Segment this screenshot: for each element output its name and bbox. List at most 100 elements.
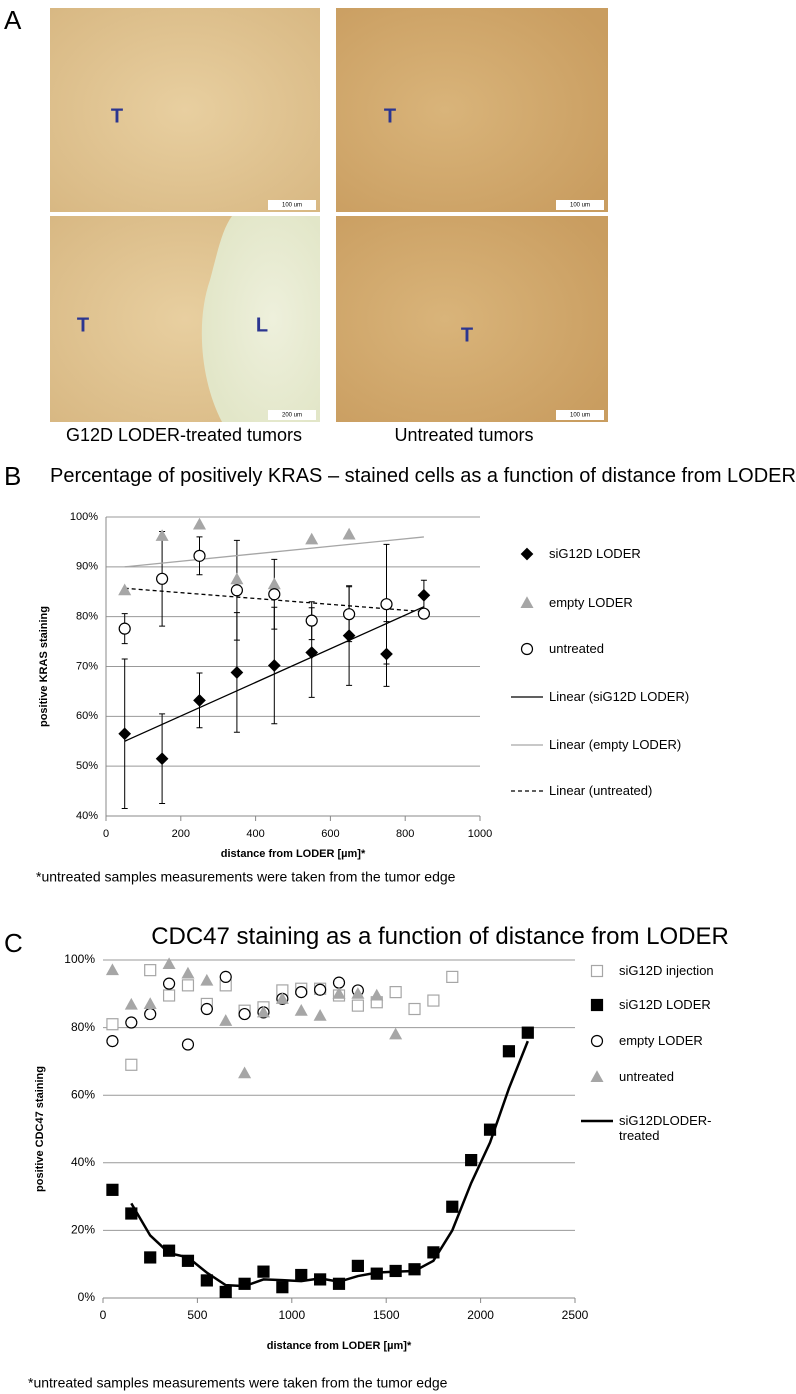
trend-line: [124, 606, 425, 742]
marker: [256, 1005, 270, 1018]
x-tick-label: 1000: [278, 1308, 305, 1322]
marker: [193, 549, 206, 562]
marker: [106, 1183, 119, 1196]
marker: [193, 694, 206, 707]
chart-title: Percentage of positively KRAS – stained …: [50, 465, 796, 487]
x-tick-label: 2000: [467, 1308, 494, 1322]
legend-label-box: untreated: [619, 1069, 674, 1084]
legend-label-box: empty LODER: [619, 1033, 703, 1048]
marker: [268, 588, 281, 601]
legend-label: Linear (empty LODER): [549, 737, 682, 752]
tissue-label: T: [77, 314, 89, 336]
marker: [267, 659, 281, 672]
legend-symbol: [590, 998, 604, 1012]
marker: [408, 1002, 421, 1016]
marker: [125, 1016, 138, 1029]
x-tick-label: 600: [321, 828, 339, 840]
y-tick-label: 80%: [71, 1020, 95, 1034]
scale-text: 100 um: [570, 413, 590, 419]
marker: [389, 986, 402, 999]
legend-label-box: Linear (siG12D LODER): [549, 689, 690, 704]
marker: [332, 1277, 346, 1290]
marker: [332, 976, 346, 989]
y-tick-label: 50%: [76, 760, 98, 772]
trend-line: [124, 536, 424, 568]
marker: [162, 1244, 176, 1257]
y-tick-label: 20%: [71, 1223, 95, 1237]
marker: [483, 1123, 497, 1136]
marker: [370, 1267, 383, 1280]
marker: [230, 584, 243, 597]
marker: [106, 1035, 119, 1048]
marker: [162, 977, 176, 990]
caption: Untreated tumors: [394, 425, 533, 445]
scale-bar: [268, 410, 316, 420]
panel-label: A: [4, 5, 22, 35]
legend-label-box: siG12DLODER-treated: [619, 1113, 711, 1143]
marker: [200, 1274, 213, 1287]
marker: [446, 970, 459, 984]
legend-label: Linear (siG12D LODER): [549, 689, 690, 704]
x-tick-label: 200: [172, 828, 190, 840]
legend-label: untreated: [549, 641, 604, 656]
marker: [342, 527, 356, 540]
footnote: *untreated samples measurements were tak…: [36, 869, 456, 885]
marker: [238, 1066, 252, 1079]
marker: [156, 572, 169, 585]
marker: [162, 989, 176, 1002]
marker: [332, 987, 346, 999]
marker: [106, 1018, 119, 1031]
marker: [342, 629, 356, 642]
y-tick-label: 60%: [76, 710, 98, 722]
marker: [238, 1277, 251, 1290]
marker: [125, 1058, 138, 1071]
panel-label: C: [4, 928, 23, 958]
marker: [370, 988, 384, 1001]
legend-label: siG12D injection: [619, 963, 714, 978]
legend-label-box: untreated: [549, 641, 604, 656]
marker: [257, 1265, 270, 1278]
legend-label: Linear (untreated): [549, 783, 653, 798]
y-tick-label: 40%: [76, 810, 98, 822]
marker: [181, 966, 195, 979]
marker: [144, 1007, 157, 1021]
marker: [219, 1285, 232, 1299]
marker: [200, 973, 214, 986]
legend-label-box: empty LODER: [549, 595, 633, 610]
legend-symbol: [590, 1070, 604, 1082]
legend-symbol: [590, 964, 604, 978]
legend-label-box: siG12D LODER: [549, 546, 641, 561]
x-tick-label: 1500: [373, 1308, 400, 1322]
scale-text: 100 um: [570, 203, 590, 209]
marker: [118, 727, 132, 741]
tissue-label: T: [384, 105, 396, 127]
x-tick-label: 2500: [562, 1308, 589, 1322]
marker: [105, 963, 119, 976]
scale-text: 200 um: [282, 413, 302, 419]
legend-symbol: [520, 547, 534, 561]
marker: [389, 1027, 403, 1040]
legend-label: empty LODER: [619, 1033, 703, 1048]
x-tick-label: 1000: [468, 828, 492, 840]
scale-text: 100 um: [282, 203, 302, 209]
legend-label: siG12D LODER: [619, 997, 711, 1012]
marker: [276, 1281, 289, 1294]
chart-title: CDC47 staining as a function of distance…: [151, 923, 729, 950]
micrograph: [336, 216, 608, 422]
y-tick-label: 70%: [76, 660, 98, 672]
legend-label: untreated: [619, 1069, 674, 1084]
marker: [408, 1263, 421, 1276]
marker: [351, 1259, 364, 1272]
marker: [305, 614, 318, 627]
legend-symbol: [520, 642, 534, 656]
tissue-label: T: [111, 105, 123, 127]
marker: [124, 997, 138, 1010]
marker: [192, 517, 207, 530]
y-tick-label: 90%: [76, 561, 98, 573]
marker: [427, 994, 440, 1007]
marker: [313, 1009, 327, 1021]
tissue-label: T: [461, 324, 473, 346]
marker: [143, 997, 157, 1009]
